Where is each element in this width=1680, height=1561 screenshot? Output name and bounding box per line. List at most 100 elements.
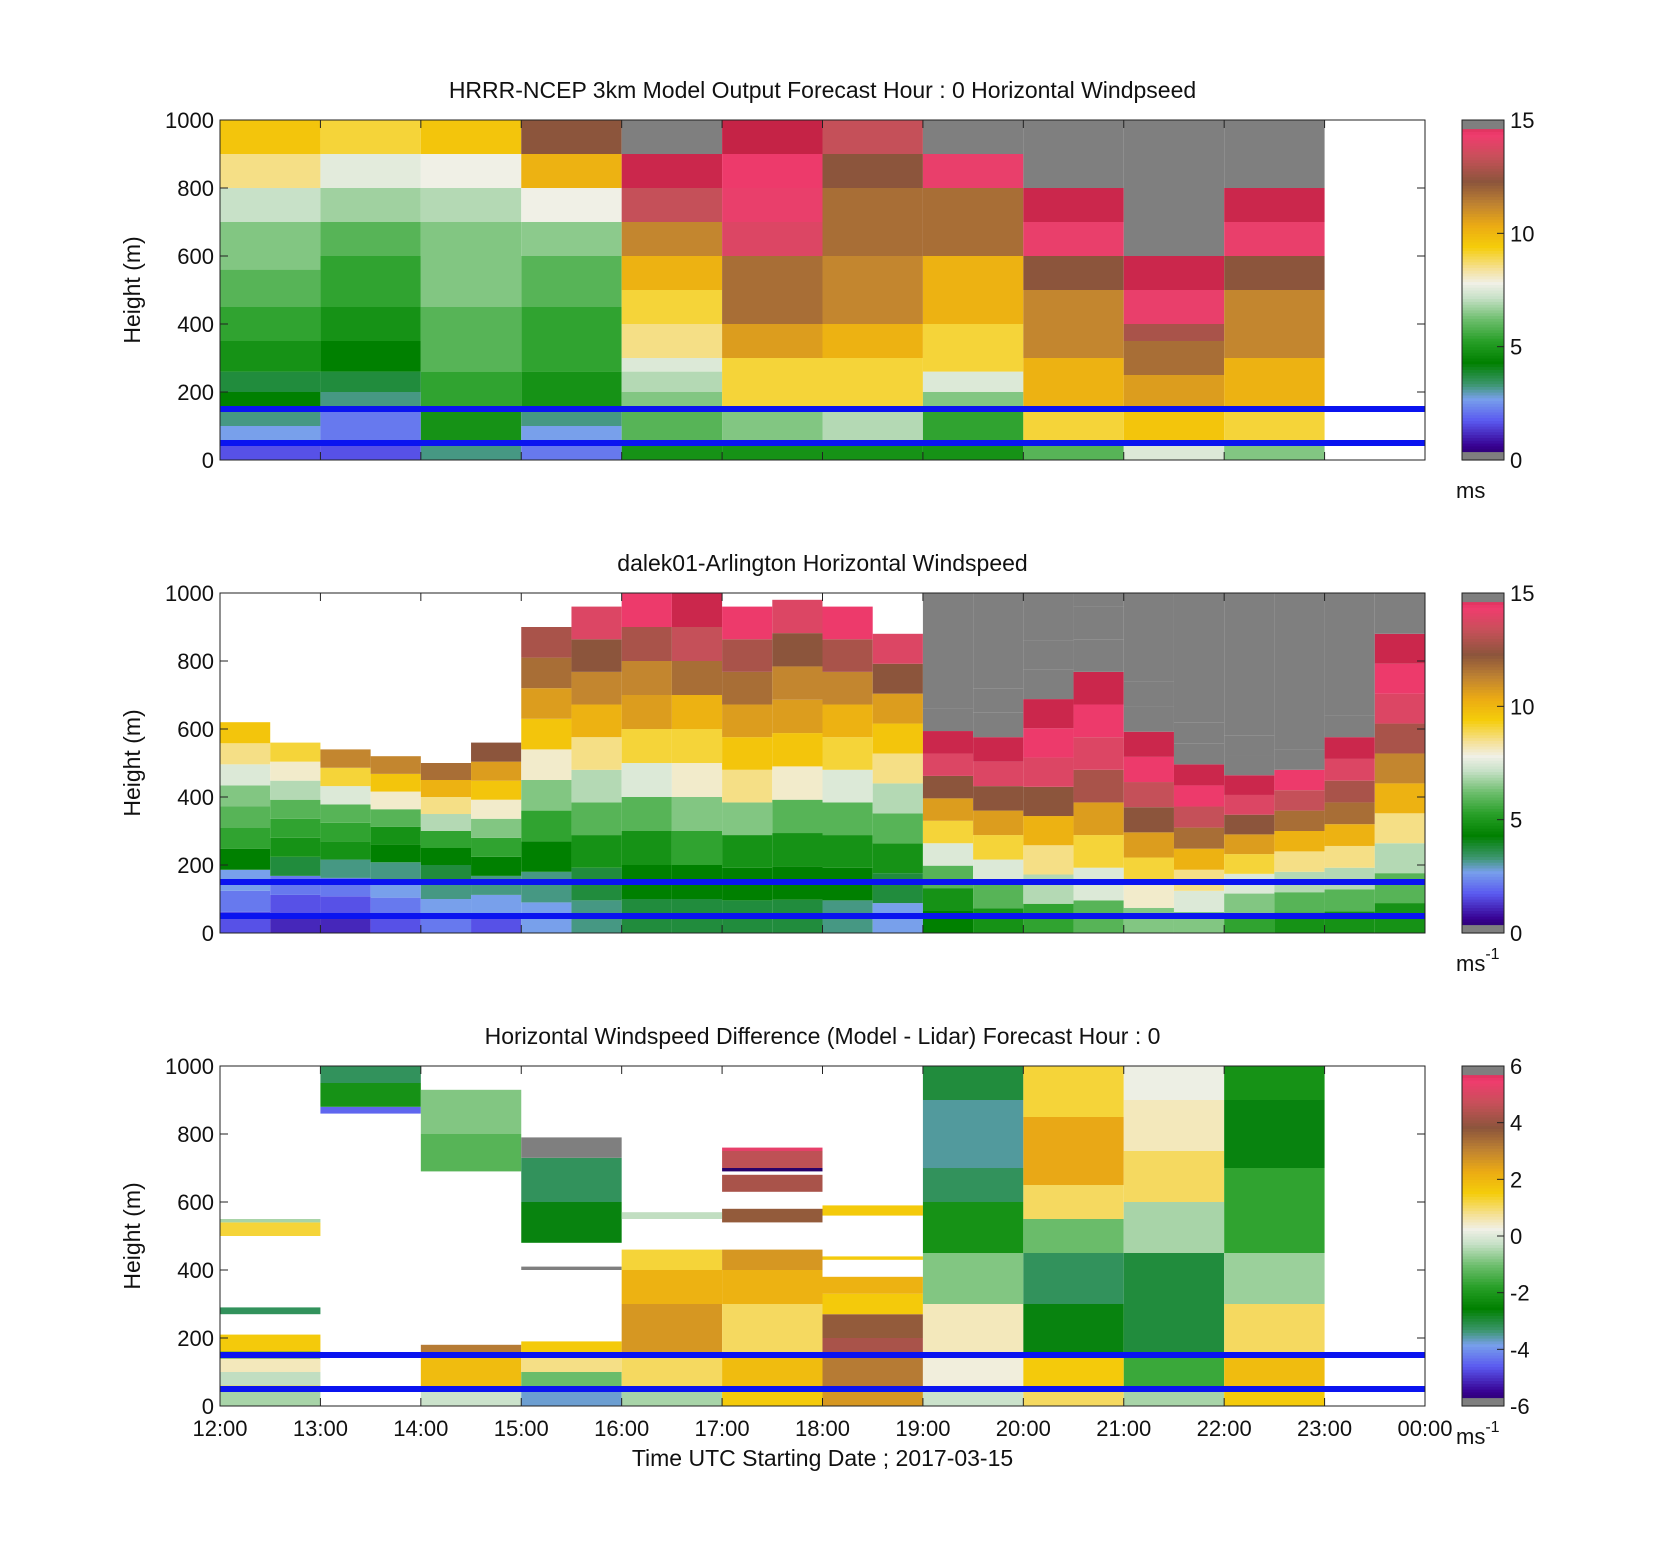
colorbar-swatch bbox=[1462, 168, 1504, 172]
colorbar-swatch bbox=[1462, 1136, 1504, 1141]
colorbar-swatch bbox=[1462, 1360, 1504, 1365]
colorbar-swatch bbox=[1462, 1315, 1504, 1319]
heatmap-cell bbox=[973, 908, 1024, 933]
panel-2: 0 200 400 600 800 1000 dalek01-Arlington Horiz… bbox=[119, 550, 1534, 976]
heatmap-cell bbox=[973, 712, 1024, 738]
colorbar-swatch bbox=[1462, 1377, 1504, 1382]
heatmap-cell bbox=[922, 1202, 1024, 1253]
heatmap-cell bbox=[270, 837, 321, 857]
colorbar-swatch bbox=[1462, 884, 1504, 889]
x-tick-label: 17:00 bbox=[695, 1416, 750, 1441]
heatmap-cell bbox=[621, 1249, 723, 1270]
colorbar-swatch bbox=[1462, 618, 1504, 622]
colorbar-swatch bbox=[1462, 862, 1504, 866]
colorbar-frame bbox=[1461, 119, 1505, 461]
heatmap-cell bbox=[320, 443, 421, 460]
heatmap-cell bbox=[1123, 256, 1225, 290]
colorbar-swatch bbox=[1462, 1366, 1504, 1370]
y-tick-label: 400 bbox=[177, 785, 214, 810]
y-tick-label: 0 bbox=[202, 448, 214, 473]
heatmap-cell bbox=[220, 1372, 321, 1386]
colorbar-swatch bbox=[1462, 267, 1504, 271]
colorbar-swatch bbox=[1462, 1340, 1504, 1345]
heatmap-cell bbox=[220, 785, 271, 807]
colorbar-swatch bbox=[1462, 428, 1504, 433]
heatmap-cell bbox=[722, 639, 773, 672]
colorbar-swatch bbox=[1462, 1389, 1504, 1393]
heatmap-cell bbox=[922, 1066, 1024, 1100]
heatmap-cell bbox=[320, 822, 371, 842]
colorbar-swatch bbox=[1462, 754, 1504, 758]
colorbar-swatch bbox=[1462, 190, 1504, 195]
heatmap-cell bbox=[722, 835, 773, 868]
heatmap-cell bbox=[1123, 857, 1174, 883]
heatmap-cell bbox=[1023, 443, 1124, 460]
heatmap-cell bbox=[1123, 1389, 1225, 1406]
heatmap-cell bbox=[1374, 633, 1425, 664]
heatmap-cell-saturated bbox=[922, 593, 974, 709]
colorbar-swatch bbox=[1462, 1318, 1504, 1322]
heatmap-cell bbox=[471, 856, 522, 876]
heatmap-cell bbox=[722, 120, 823, 154]
heatmap-cell bbox=[1224, 755, 1275, 776]
heatmap-cell bbox=[420, 1089, 522, 1134]
colorbar-tick-label: -4 bbox=[1510, 1337, 1530, 1362]
heatmap-cell bbox=[1123, 120, 1225, 256]
heatmap-cell bbox=[621, 1304, 723, 1355]
heatmap-cell-saturated bbox=[1224, 593, 1275, 736]
heatmap-cell bbox=[1023, 728, 1074, 758]
heatmap-cell bbox=[621, 1389, 723, 1406]
y-axis-label: Height (m) bbox=[119, 709, 145, 816]
colorbar-swatch bbox=[1462, 655, 1504, 659]
y-axis-label: Height (m) bbox=[119, 236, 145, 343]
heatmap-cell bbox=[471, 875, 522, 895]
colorbar-swatch bbox=[1462, 193, 1504, 198]
colorbar-swatch bbox=[1462, 737, 1504, 741]
heatmap-cell-saturated bbox=[1274, 593, 1325, 729]
heatmap-cell bbox=[1224, 893, 1275, 914]
colorbar-swatch bbox=[1462, 768, 1504, 773]
heatmap-cell bbox=[270, 761, 321, 781]
colorbar-swatch bbox=[1462, 887, 1504, 892]
heatmap-cell bbox=[1023, 1253, 1124, 1304]
colorbar-swatch bbox=[1462, 780, 1504, 784]
colorbar-swatch bbox=[1462, 389, 1504, 393]
colorbar-swatch bbox=[1462, 329, 1504, 334]
colorbar-swatch bbox=[1462, 315, 1504, 319]
colorbar-swatch bbox=[1462, 644, 1504, 648]
colorbar-swatch bbox=[1462, 1264, 1504, 1268]
x-tick-label: 16:00 bbox=[594, 1416, 649, 1441]
colorbar-swatch bbox=[1462, 924, 1504, 928]
colorbar-swatch bbox=[1462, 746, 1504, 750]
heatmap-cell bbox=[220, 743, 271, 765]
heatmap-cell bbox=[621, 729, 672, 763]
heatmap-cell bbox=[521, 371, 622, 409]
heatmap-cell bbox=[320, 841, 371, 860]
heatmap-cell bbox=[822, 1276, 923, 1294]
colorbar-swatch bbox=[1462, 363, 1504, 368]
colorbar-unit: ms-1 bbox=[1456, 1419, 1500, 1449]
colorbar-tick-label: -2 bbox=[1510, 1281, 1530, 1306]
colorbar-swatch bbox=[1462, 629, 1504, 634]
heatmap-cell bbox=[922, 392, 1024, 409]
heatmap-cell bbox=[722, 769, 773, 803]
colorbar-swatch bbox=[1462, 1196, 1504, 1200]
colorbar-swatch bbox=[1462, 358, 1504, 362]
colorbar-swatch bbox=[1462, 1312, 1504, 1316]
y-tick-label: 400 bbox=[177, 1258, 214, 1283]
heatmap-cell bbox=[1023, 120, 1124, 188]
heatmap-cell bbox=[1374, 813, 1425, 844]
colorbar-swatch bbox=[1462, 1187, 1504, 1192]
heatmap-cell bbox=[822, 154, 923, 188]
colorbar-swatch bbox=[1462, 703, 1504, 707]
heatmap-cell bbox=[973, 761, 1024, 787]
heatmap-cell bbox=[1123, 443, 1225, 460]
colorbar-swatch bbox=[1462, 802, 1504, 807]
heatmap-cell bbox=[1123, 290, 1225, 324]
heatmap-cell bbox=[270, 780, 321, 800]
y-tick-label: 1000 bbox=[165, 1054, 214, 1079]
colorbar-swatch bbox=[1462, 717, 1504, 722]
heatmap-cell bbox=[1374, 783, 1425, 814]
colorbar-swatch bbox=[1462, 321, 1504, 325]
y-tick-label: 200 bbox=[177, 1326, 214, 1351]
